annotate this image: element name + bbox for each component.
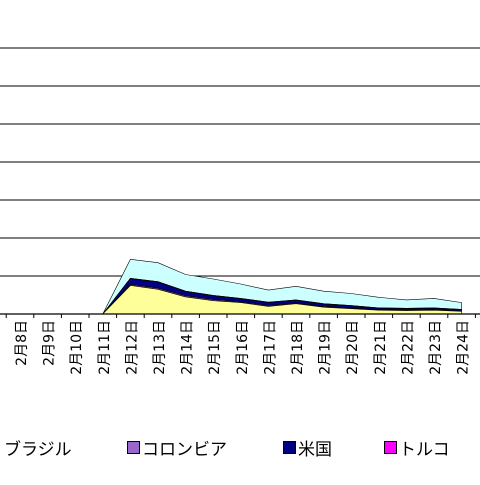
x-tick-label: 2月15日 — [207, 320, 223, 375]
x-tick-label: 2月10日 — [69, 320, 85, 375]
legend-swatch-usa — [283, 440, 296, 454]
x-axis — [0, 313, 480, 318]
x-tick-label: 2月9日 — [42, 320, 58, 366]
legend-item-colombia: コロンビア — [127, 432, 227, 462]
x-tick-label: 2月20日 — [345, 320, 361, 375]
x-tick-label: 2月16日 — [235, 320, 251, 375]
legend-item-turkey: トルコ — [384, 432, 450, 462]
x-tick-label: 2月22日 — [400, 320, 416, 375]
x-tick-label: 2月23日 — [428, 320, 444, 375]
legend-label: ブラジル — [4, 439, 72, 460]
x-tick-label: 2月13日 — [152, 320, 168, 375]
x-tick-label: 2月12日 — [124, 320, 140, 375]
x-tick-label: 2月8日 — [14, 320, 30, 366]
legend-label: トルコ — [399, 439, 450, 460]
x-tick-label: 2月19日 — [318, 320, 334, 375]
legend-item-usa: 米国 — [283, 432, 332, 462]
legend: ブラジル コロンビア 米国 トルコ — [0, 432, 480, 462]
x-tick-labels: 2月8日 2月9日 2月10日 2月11日 2月12日 2月13日 2月14日 2月15日 2月… — [14, 320, 472, 375]
legend-label: 米国 — [298, 439, 332, 460]
x-tick-label: 2月24日 — [456, 320, 472, 375]
legend-label: コロンビア — [142, 439, 227, 460]
x-tick-label: 2月14日 — [180, 320, 196, 375]
x-tick-label: 2月17日 — [262, 320, 278, 375]
legend-item-brazil: ブラジル — [4, 432, 72, 462]
legend-swatch-turkey — [384, 440, 397, 454]
x-tick-label: 2月11日 — [97, 320, 113, 375]
legend-swatch-colombia — [127, 440, 140, 454]
x-tick-label: 2月18日 — [290, 320, 306, 375]
x-tick-label: 2月21日 — [373, 320, 389, 375]
series-areas — [20, 258, 462, 315]
gridlines — [0, 47, 480, 277]
